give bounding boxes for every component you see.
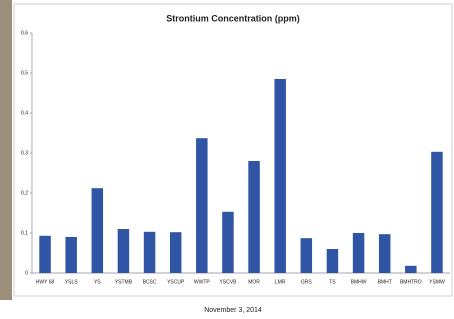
bar (274, 79, 285, 273)
side-strip (0, 0, 12, 300)
bar (327, 249, 338, 273)
x-tick-label: BMHTRO (400, 279, 422, 285)
bar (405, 266, 416, 273)
x-tick-label: BMHT (378, 279, 392, 285)
bar (92, 188, 103, 273)
chart: Strontium Concentration (ppm) November 3… (0, 0, 454, 319)
x-tick-label: GRS (301, 279, 313, 285)
y-tick-label: 0.5 (21, 70, 28, 76)
x-tick-label: TS (329, 279, 336, 285)
page: Strontium Concentration (ppm) November 3… (0, 0, 454, 319)
y-tick-label: 0.2 (21, 190, 28, 196)
bar (353, 233, 364, 273)
footer-date: November 3, 2014 (204, 307, 262, 314)
y-tick-label: 0.6 (21, 30, 28, 36)
x-tick-label: YSTMB (115, 279, 133, 285)
bar (144, 232, 155, 273)
bar (170, 232, 181, 273)
x-tick-label: YSMW (429, 279, 445, 285)
bar (301, 238, 312, 273)
x-tick-label: HWY 68 (36, 279, 55, 285)
y-tick-label: 0.3 (21, 150, 28, 156)
y-tick-label: 0.4 (21, 110, 28, 116)
y-tick-label: 0 (25, 270, 28, 276)
x-tick-label: BMHW (351, 279, 367, 285)
bar (196, 138, 207, 273)
bar (379, 234, 390, 273)
bar (39, 236, 50, 273)
x-tick-label: WWTP (194, 279, 210, 285)
y-tick-label: 0.1 (21, 230, 28, 236)
bar (65, 237, 76, 273)
x-tick-label: YSCVB (219, 279, 237, 285)
x-tick-label: MOR (248, 279, 260, 285)
bar (248, 161, 259, 273)
x-tick-label: YSLS (65, 279, 78, 285)
x-tick-label: LMR (275, 279, 286, 285)
bar (222, 212, 233, 273)
bar (118, 229, 129, 273)
x-tick-label: YS (94, 279, 101, 285)
chart-title: Strontium Concentration (ppm) (166, 13, 300, 23)
bar (431, 152, 442, 273)
x-tick-label: BCSC (143, 279, 157, 285)
x-tick-label: YSCUP (167, 279, 185, 285)
